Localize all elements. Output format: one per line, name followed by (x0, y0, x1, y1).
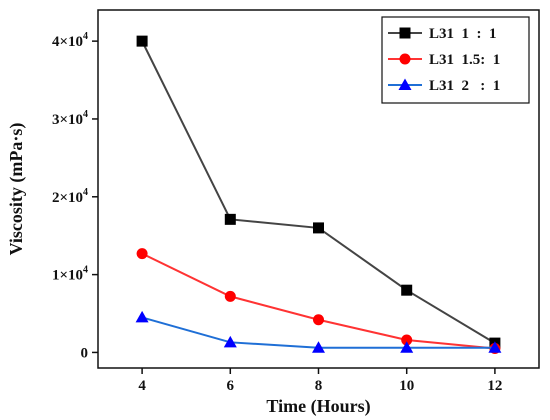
series-3 (135, 310, 502, 353)
data-point (312, 341, 325, 353)
legend-label: L31 1.5: 1 (429, 52, 500, 68)
legend-item: L31 2 : 1 (388, 78, 500, 94)
x-tick-label: 8 (315, 378, 323, 394)
data-point (488, 341, 502, 353)
data-point (400, 341, 414, 353)
y-tick-label: 0 (81, 345, 89, 361)
y-tick-label: 2×104 (52, 187, 88, 206)
data-point (313, 222, 324, 234)
y-tick-label: 4×104 (52, 31, 88, 50)
x-axis-title: Time (Hours) (266, 396, 370, 417)
x-tick-label: 10 (399, 378, 414, 394)
data-point (223, 335, 237, 348)
y-tick-label: 3×104 (52, 109, 88, 128)
data-point (224, 213, 236, 225)
legend-marker (398, 78, 412, 90)
series-line (141, 252, 495, 350)
legend-marker (399, 27, 411, 39)
y-tick-label: 1×104 (52, 265, 88, 284)
y-axis-title: Viscosity (mPa·s) (6, 123, 27, 256)
legend-item: L31 1.5: 1 (388, 52, 500, 68)
data-point (135, 310, 149, 323)
legend: L31 1 : 1 L31 1.5: 1 L31 2 : 1 (381, 16, 530, 104)
legend-label: L31 2 : 1 (429, 78, 500, 94)
plot-frame (97, 9, 540, 369)
data-point (224, 290, 236, 302)
data-point (136, 35, 148, 47)
x-tick-label: 12 (487, 378, 502, 394)
x-tick-label: 4 (138, 378, 146, 394)
legend-marker (399, 53, 411, 65)
series-2 (136, 248, 501, 355)
legend-item: L31 1 : 1 (388, 26, 497, 42)
data-point (401, 284, 413, 296)
data-point (136, 248, 148, 260)
x-tick-label: 6 (227, 378, 235, 394)
series-group (135, 35, 502, 355)
legend-label: L31 1 : 1 (429, 26, 497, 42)
data-point (401, 334, 413, 346)
data-point (313, 314, 324, 326)
axes-ticks: 4 6 8 10 12 0 1×104 2×104 3×104 4×104 (52, 31, 502, 394)
